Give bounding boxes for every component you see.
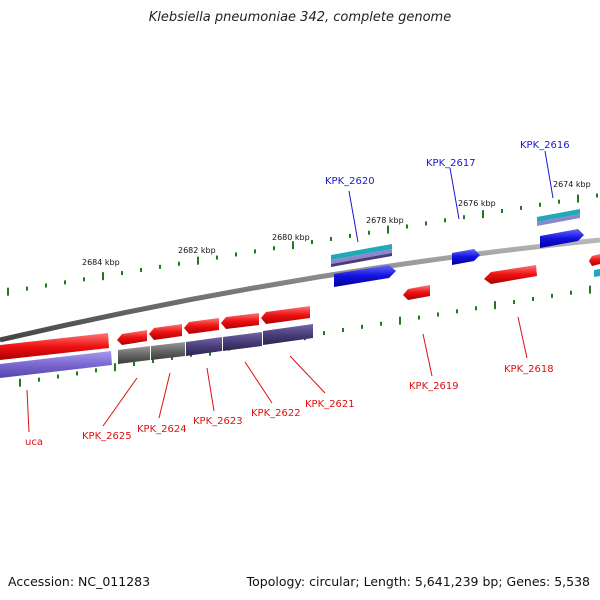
cds-arrow-KPK_2622[interactable] — [221, 313, 259, 329]
gene-label-KPK_2618[interactable]: KPK_2618 — [504, 364, 554, 375]
cds-arrow-KPK_2620[interactable] — [334, 265, 396, 287]
feature-bar-teal — [594, 269, 600, 277]
forward-gene-labels: KPK_2620 KPK_2617 KPK_2616 — [325, 140, 570, 187]
feature-bar-teal — [537, 209, 580, 222]
protein-bar-KPK_2624 — [151, 342, 185, 360]
protein-bar-KPK_2625 — [118, 346, 150, 364]
feature-bar-lilac — [537, 214, 580, 226]
scale-label: 2676 kbp — [458, 199, 496, 208]
scale-label: 2682 kbp — [178, 246, 216, 255]
leader-lines — [26, 150, 554, 433]
scale-label: 2684 kbp — [82, 258, 120, 267]
cds-arrow-uca[interactable] — [0, 333, 109, 360]
protein-bar-uca — [0, 351, 112, 378]
reverse-gene-labels: uca KPK_2625 KPK_2624 KPK_2623 KPK_2622 … — [25, 364, 554, 448]
feature-bar-purple — [331, 253, 392, 267]
gene-label-KPK_2620[interactable]: KPK_2620 — [325, 176, 375, 187]
feature-bar-lilac — [331, 249, 392, 264]
cds-arrow-KPK_2619[interactable] — [403, 285, 430, 300]
genome-summary-text: Topology: circular; Length: 5,641,239 bp… — [246, 574, 590, 589]
protein-bar-KPK_2622 — [223, 332, 262, 351]
accession-text: Accession: NC_011283 — [8, 574, 151, 589]
cds-arrow-KPK_2625[interactable] — [117, 330, 147, 345]
forward-features — [331, 209, 600, 287]
map-title: Klebsiella pneumoniae 342, complete geno… — [148, 10, 452, 25]
gene-label-KPK_2617[interactable]: KPK_2617 — [426, 158, 476, 169]
scale-label: 2680 kbp — [272, 233, 310, 242]
scale-label: 2678 kbp — [366, 216, 404, 225]
scale-ticks-outer — [7, 193, 598, 296]
cds-arrow-KPK_2623[interactable] — [184, 318, 219, 334]
gene-label-KPK_2625[interactable]: KPK_2625 — [82, 431, 132, 442]
cds-arrow-KPK_2618[interactable] — [484, 265, 537, 284]
reverse-features — [0, 265, 537, 378]
gene-label-KPK_2616[interactable]: KPK_2616 — [520, 140, 570, 151]
gene-label-KPK_2622[interactable]: KPK_2622 — [251, 408, 301, 419]
cds-arrow-partial — [589, 254, 600, 266]
feature-bar-teal — [331, 244, 392, 260]
gene-label-uca[interactable]: uca — [25, 437, 43, 448]
genome-backbone — [0, 237, 600, 343]
cds-arrow-KPK_2621[interactable] — [261, 306, 310, 324]
scale-label: 2674 kbp — [553, 180, 591, 189]
cds-arrow-KPK_2617[interactable] — [452, 249, 480, 265]
protein-bar-KPK_2623 — [186, 337, 222, 356]
protein-bar-KPK_2621 — [263, 324, 313, 345]
gene-label-KPK_2623[interactable]: KPK_2623 — [193, 416, 243, 427]
gene-label-KPK_2624[interactable]: KPK_2624 — [137, 424, 187, 435]
cds-arrow-KPK_2624[interactable] — [149, 324, 182, 340]
scale-labels: 2684 kbp 2682 kbp 2680 kbp 2678 kbp 2676… — [82, 180, 591, 267]
cds-arrow-KPK_2616[interactable] — [540, 229, 584, 248]
gene-label-KPK_2619[interactable]: KPK_2619 — [409, 381, 459, 392]
gene-label-KPK_2621[interactable]: KPK_2621 — [305, 399, 355, 410]
